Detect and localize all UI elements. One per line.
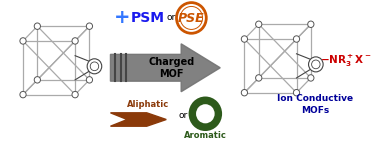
Text: Aliphatic: Aliphatic [127,100,169,109]
Circle shape [256,21,262,27]
Text: PSM: PSM [131,11,165,25]
Circle shape [308,57,323,72]
Text: Charged
MOF: Charged MOF [148,57,195,79]
Circle shape [20,91,26,98]
Circle shape [189,97,222,131]
Circle shape [241,36,248,42]
Text: PSE: PSE [178,12,205,25]
FancyArrow shape [110,44,220,92]
Circle shape [72,91,78,98]
Circle shape [293,90,300,96]
Circle shape [256,75,262,81]
Circle shape [20,38,26,44]
Text: or: or [166,13,175,22]
Circle shape [34,23,40,29]
Circle shape [34,77,40,83]
Circle shape [86,77,93,83]
Circle shape [86,23,93,29]
Circle shape [308,21,314,27]
Text: or: or [178,111,187,120]
Text: +: + [114,8,131,27]
Circle shape [87,59,102,74]
Circle shape [72,38,78,44]
Polygon shape [110,113,166,126]
Circle shape [241,90,248,96]
Circle shape [308,75,314,81]
Circle shape [196,104,215,123]
Text: $\mathbf{-NR_3^+X^-}$: $\mathbf{-NR_3^+X^-}$ [321,52,372,69]
Circle shape [293,36,300,42]
Text: Ion Conductive
MOFs: Ion Conductive MOFs [277,94,353,115]
Text: Aromatic: Aromatic [184,131,227,140]
